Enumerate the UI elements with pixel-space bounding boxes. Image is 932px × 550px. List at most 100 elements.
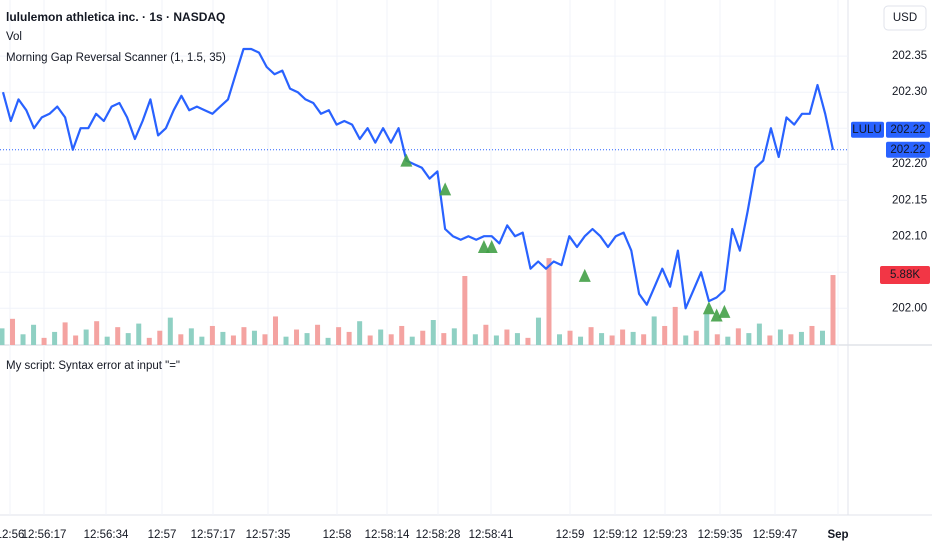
volume-bar	[220, 331, 226, 345]
volume-bar	[31, 324, 37, 345]
chart-title: lululemon athletica inc. · 1s · NASDAQ	[6, 10, 225, 24]
price-badge	[886, 141, 930, 158]
volume-bar	[725, 336, 731, 345]
volume-bar	[620, 329, 626, 345]
signal-marker	[439, 182, 452, 196]
x-tick-label: 12:58:14	[365, 529, 410, 541]
volume-value-label: 5.88K	[890, 269, 920, 281]
volume-bar	[157, 330, 163, 345]
y-tick-label: 202.30	[892, 86, 927, 98]
volume-bar	[272, 316, 278, 345]
volume-bar	[94, 321, 100, 345]
volume-bar	[662, 325, 668, 345]
y-tick-label: 202.20	[892, 158, 927, 170]
volume-bar	[20, 334, 26, 345]
x-tick-label: 12:57	[148, 529, 177, 541]
x-tick-label: 12:59:35	[698, 529, 743, 541]
volume-bar	[525, 337, 531, 345]
volume-bar	[777, 329, 783, 345]
volume-bar	[73, 335, 79, 345]
volume-bar	[251, 330, 257, 345]
y-tick-label: 202.00	[892, 302, 927, 314]
volume-bar	[104, 336, 110, 345]
volume-bar	[146, 337, 152, 345]
volume-bar	[420, 330, 426, 345]
volume-bar	[767, 335, 773, 345]
x-tick-label: 12:56:17	[22, 529, 67, 541]
symbol-badge	[851, 121, 884, 138]
x-tick-label: 12:56	[0, 529, 24, 541]
volume-bar	[472, 334, 478, 345]
x-tick-label: 12:58	[323, 529, 352, 541]
x-tick-label: 12:58:28	[416, 529, 461, 541]
x-tick-label: 12:59:12	[593, 529, 638, 541]
volume-bar	[357, 321, 363, 345]
x-tick-label: 12:58:41	[469, 529, 514, 541]
volume-bar	[178, 334, 184, 345]
x-tick-label: 12:57:17	[191, 529, 236, 541]
error-message: My script: Syntax error at input "="	[6, 360, 180, 372]
volume-bar	[399, 325, 405, 345]
symbol-tag: LULU	[852, 124, 881, 136]
volume-bar	[798, 331, 804, 345]
price-badge-label: 202.22	[890, 144, 925, 156]
volume-bar	[599, 333, 605, 345]
signal-marker	[477, 240, 490, 254]
volume-bar	[535, 317, 541, 345]
volume-bar	[683, 335, 689, 345]
price-line	[1, 47, 835, 310]
volume-bar	[819, 330, 825, 345]
volume-badge	[880, 266, 930, 285]
volume-bar	[704, 314, 710, 345]
volume-bar	[430, 320, 436, 345]
volume-bar	[588, 327, 594, 345]
volume-bar	[578, 336, 584, 345]
volume-bar	[714, 334, 720, 345]
volume-bar	[746, 333, 752, 345]
currency-button[interactable]	[883, 5, 927, 31]
volume-bar	[167, 317, 173, 345]
volume-bar	[315, 324, 321, 345]
volume-bar	[514, 333, 520, 345]
x-tick-label: 12:59:47	[753, 529, 798, 541]
volume-bar	[609, 335, 615, 345]
volume-bar	[641, 334, 647, 345]
volume-bar	[546, 258, 552, 345]
signal-marker	[400, 153, 413, 167]
volume-bar	[441, 333, 447, 345]
volume-bar	[136, 323, 142, 345]
volume-bar	[451, 328, 457, 345]
signal-marker	[578, 268, 591, 282]
volume-bar	[336, 327, 342, 345]
volume-bar	[388, 334, 394, 345]
volume-bar	[294, 329, 300, 345]
x-tick-label: 12:59:23	[643, 529, 688, 541]
volume-bar	[378, 329, 384, 345]
volume-bar	[557, 334, 563, 345]
x-tick-label: 12:57:35	[246, 529, 291, 541]
y-tick-label: 202.10	[892, 230, 927, 242]
volume-bar	[115, 327, 121, 345]
volume-bar	[52, 331, 58, 345]
volume-bar	[830, 275, 836, 345]
indicator-label: Morning Gap Reversal Scanner (1, 1.5, 35…	[6, 52, 226, 64]
volume-bar	[756, 323, 762, 345]
price-badge-label: 202.22	[890, 124, 925, 136]
volume-bar	[493, 335, 499, 345]
signal-marker	[718, 304, 731, 318]
currency-label[interactable]: USD	[893, 12, 917, 24]
volume-bar	[651, 316, 657, 345]
signal-marker	[702, 301, 715, 315]
volume-bar	[304, 333, 310, 345]
volume-bar	[788, 334, 794, 345]
volume-bar	[209, 325, 215, 345]
volume-bar	[62, 322, 68, 345]
volume-bar	[462, 276, 468, 345]
volume-bar	[735, 328, 741, 345]
volume-bar	[567, 330, 573, 345]
volume-label: Vol	[6, 31, 22, 43]
volume-bar	[241, 327, 247, 345]
signal-marker	[485, 240, 498, 254]
